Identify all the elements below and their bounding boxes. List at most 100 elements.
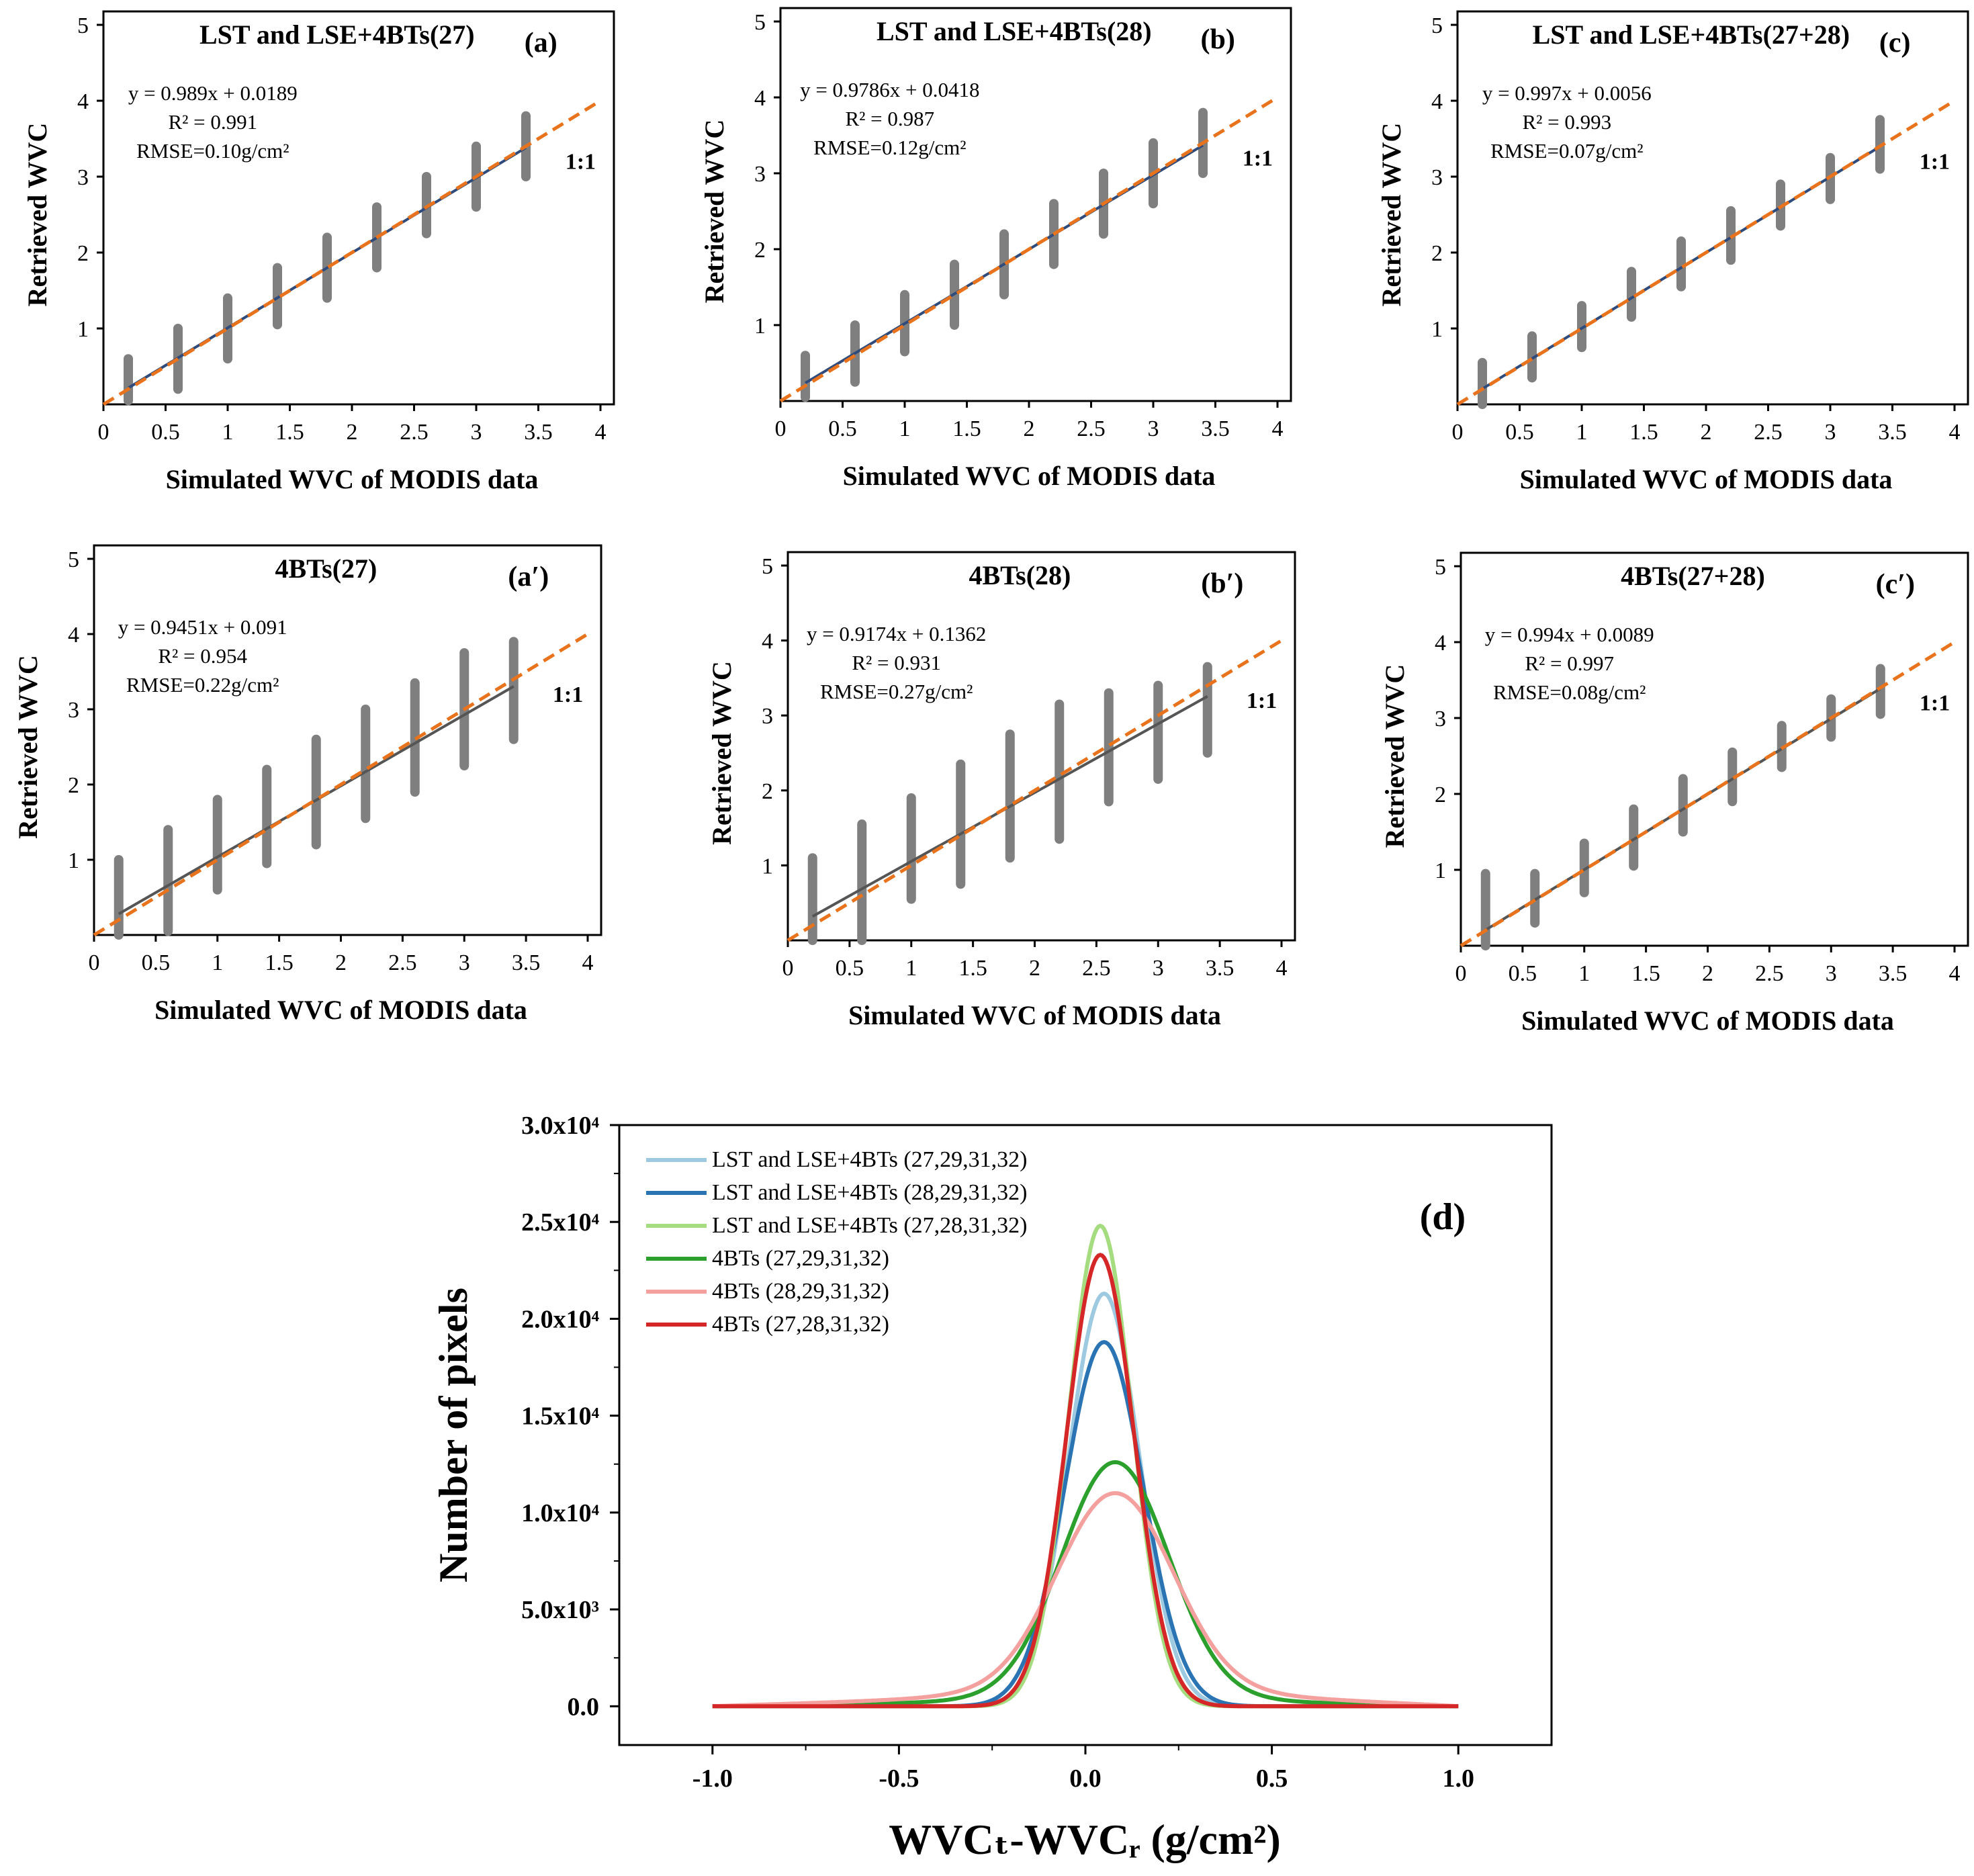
one-to-one-label: 1:1 bbox=[1247, 688, 1277, 713]
one-to-one-line bbox=[1460, 640, 1956, 948]
y-tick-label: 1 bbox=[1435, 858, 1446, 883]
one-to-one-line bbox=[1456, 99, 1956, 406]
x-tick-label: 1.5 bbox=[1629, 420, 1658, 445]
rmse: RMSE=0.12g/cm² bbox=[813, 136, 966, 159]
panel-title: 4BTs(27+28) bbox=[1621, 561, 1765, 591]
one-to-one-label: 1:1 bbox=[1920, 691, 1950, 716]
density-panel: 0.0 5.0x10³ 1.0x10⁴ 1.5x10⁴ 2.0x10⁴ 2.5x10⁴ 3.… bbox=[431, 1112, 1553, 1863]
panel-label: (c′) bbox=[1876, 569, 1915, 600]
y-axis-label: Retrieved WVC bbox=[22, 123, 52, 307]
one-to-one-line bbox=[787, 639, 1283, 942]
y-tick-label: 2.0x10⁴ bbox=[521, 1305, 600, 1333]
y-axis-label: Retrieved WVC bbox=[1376, 123, 1406, 307]
x-tick-label: 1 bbox=[212, 950, 223, 975]
x-tick-label: 2 bbox=[1029, 956, 1040, 981]
panel-label: (a′) bbox=[508, 562, 549, 592]
x-tick-label: -1.0 bbox=[692, 1765, 733, 1793]
x-tick-label: 2.5 bbox=[1754, 420, 1783, 445]
y-tick-label: 2 bbox=[68, 773, 79, 798]
x-tick-label: 3.5 bbox=[512, 950, 541, 975]
x-tick-label: 4 bbox=[595, 420, 607, 445]
y-tick-label: 4 bbox=[754, 86, 766, 111]
y-tick-label: 2 bbox=[1431, 241, 1443, 266]
x-tick-label: 1.5 bbox=[1631, 961, 1660, 986]
panel-label: (b′) bbox=[1201, 568, 1243, 599]
x-tick-label: 2 bbox=[335, 950, 347, 975]
x-tick-label: 1 bbox=[905, 956, 917, 981]
one-to-one-line bbox=[93, 632, 589, 937]
x-tick-label: 3 bbox=[459, 950, 470, 975]
y-tick-label: 2 bbox=[77, 241, 89, 266]
x-tick-label: 4 bbox=[582, 950, 594, 975]
x-tick-label: 1.0 bbox=[1442, 1765, 1474, 1793]
x-axis-label: Simulated WVC of MODIS data bbox=[1520, 464, 1893, 494]
regression-equation: y = 0.994x + 0.0089 bbox=[1485, 623, 1654, 646]
plot-frame bbox=[102, 10, 615, 406]
x-tick-label: 2 bbox=[1702, 961, 1713, 986]
y-tick-label: 4 bbox=[68, 623, 79, 647]
x-tick-label: 1.5 bbox=[958, 956, 987, 981]
panel-label: (c) bbox=[1879, 28, 1911, 58]
x-tick-label: 0.5 bbox=[1505, 420, 1534, 445]
y-tick-label: 1 bbox=[754, 314, 766, 339]
one-to-one-label: 1:1 bbox=[1920, 150, 1950, 175]
rmse: RMSE=0.10g/cm² bbox=[136, 139, 289, 163]
plot-frame bbox=[93, 544, 602, 936]
x-tick-label: 0.5 bbox=[151, 420, 180, 445]
x-tick-label: 3.5 bbox=[524, 420, 553, 445]
legend-label: LST and LSE+4BTs (27,28,31,32) bbox=[712, 1213, 1028, 1238]
y-tick-label: 3.0x10⁴ bbox=[521, 1112, 600, 1140]
r-squared: R² = 0.997 bbox=[1525, 652, 1614, 675]
y-tick-label: 1.5x10⁴ bbox=[521, 1402, 600, 1431]
y-tick-label: 5.0x10³ bbox=[521, 1596, 599, 1624]
y-tick-label: 2.5x10⁴ bbox=[521, 1208, 600, 1237]
y-tick-label: 3 bbox=[1435, 707, 1446, 731]
x-tick-label: 0 bbox=[1452, 420, 1464, 445]
y-tick-label: 5 bbox=[68, 547, 79, 572]
rmse: RMSE=0.07g/cm² bbox=[1490, 139, 1643, 163]
x-tick-label: 3.5 bbox=[1878, 420, 1907, 445]
y-tick-label: 2 bbox=[762, 779, 773, 804]
r-squared: R² = 0.931 bbox=[852, 651, 941, 674]
y-tick-label: 5 bbox=[754, 10, 766, 35]
x-tick-label: 4 bbox=[1949, 420, 1961, 445]
x-axis-label: Simulated WVC of MODIS data bbox=[848, 1000, 1221, 1030]
one-to-one-label: 1:1 bbox=[553, 682, 583, 707]
regression-equation: y = 0.9786x + 0.0418 bbox=[800, 78, 979, 101]
x-tick-label: 0.0 bbox=[1069, 1765, 1102, 1793]
y-tick-label: 5 bbox=[762, 554, 773, 579]
y-tick-label: 1 bbox=[68, 848, 79, 873]
panel-title: 4BTs(27) bbox=[275, 553, 377, 584]
y-tick-label: 3 bbox=[762, 704, 773, 729]
rmse: RMSE=0.27g/cm² bbox=[820, 680, 973, 703]
x-tick-label: 0.5 bbox=[828, 416, 857, 441]
panel-label: (b) bbox=[1201, 24, 1235, 55]
x-axis-label: Simulated WVC of MODIS data bbox=[154, 995, 527, 1025]
x-tick-label: 0.5 bbox=[1509, 961, 1537, 986]
y-tick-label: 3 bbox=[77, 165, 89, 190]
panel-title: LST and LSE+4BTs(27) bbox=[199, 19, 475, 50]
y-tick-label: 4 bbox=[77, 89, 89, 114]
x-tick-label: 1.5 bbox=[952, 416, 981, 441]
y-axis-label: Retrieved WVC bbox=[1380, 664, 1410, 848]
x-tick-label: 2.5 bbox=[400, 420, 429, 445]
y-tick-label: 5 bbox=[1435, 555, 1446, 580]
x-tick-label: 4 bbox=[1949, 961, 1961, 986]
y-tick-label: 2 bbox=[754, 238, 766, 263]
y-axis-label: Retrieved WVC bbox=[707, 661, 737, 845]
y-tick-label: 5 bbox=[77, 13, 89, 38]
x-tick-label: 1.5 bbox=[275, 420, 304, 445]
legend: LST and LSE+4BTs (27,29,31,32) LST and LS… bbox=[646, 1147, 1028, 1337]
plot-frame bbox=[779, 7, 1292, 402]
x-tick-label: 3 bbox=[1148, 416, 1159, 441]
y-tick-label: 4 bbox=[1431, 89, 1443, 114]
legend-label: LST and LSE+4BTs (27,29,31,32) bbox=[712, 1147, 1028, 1172]
y-tick-label: 2 bbox=[1435, 783, 1446, 807]
scatter-panel-0: 1 2 3 4 5 0 0.5 1 1.5 2 2.5 3 3.5 4 LST and LSE+4BTs(2… bbox=[22, 10, 615, 494]
y-tick-label: 4 bbox=[762, 629, 773, 654]
x-tick-label: 2.5 bbox=[1755, 961, 1784, 986]
x-tick-label: 3 bbox=[1153, 956, 1164, 981]
y-tick-label: 5 bbox=[1431, 13, 1443, 38]
scatter-panel-4: 1 2 3 4 5 0 0.5 1 1.5 2 2.5 3 3.5 4 4BTs(28) (b′) y = 0.… bbox=[707, 551, 1296, 1030]
x-tick-label: 4 bbox=[1272, 416, 1284, 441]
